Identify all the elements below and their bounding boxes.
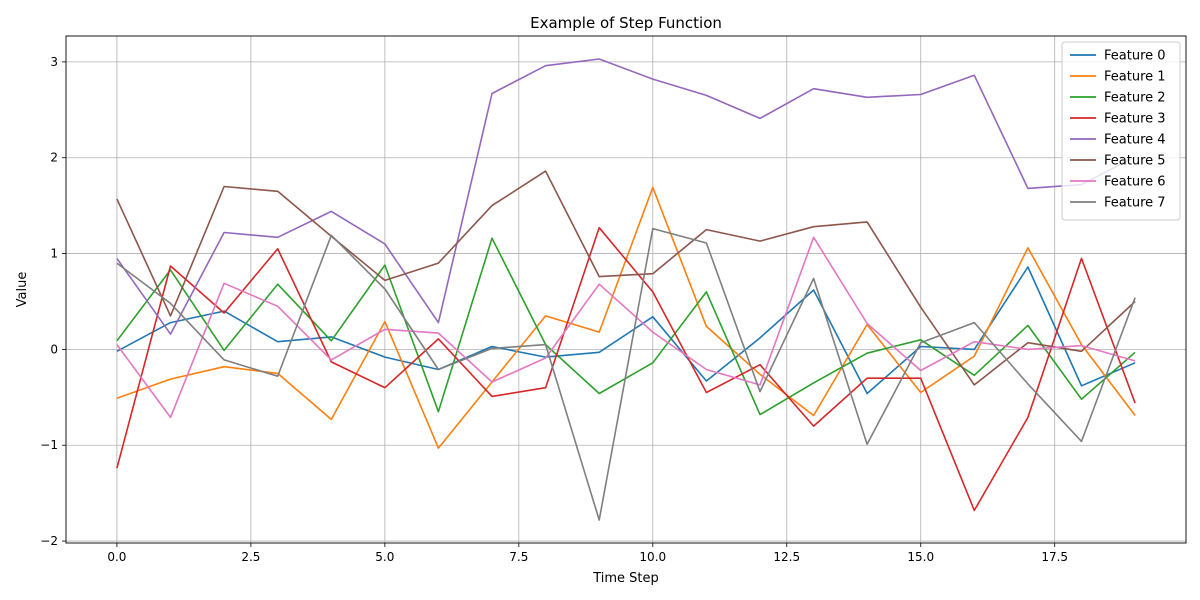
- x-tick-label: 17.5: [1041, 550, 1068, 564]
- legend-label: Feature 6: [1104, 175, 1166, 190]
- x-tick-label: 0.0: [107, 550, 126, 564]
- series-line-feature-3: [116, 226, 1136, 512]
- legend-label: Feature 2: [1104, 91, 1166, 106]
- plot-frame: [65, 35, 1187, 544]
- legend: Feature 0 Feature 1 Feature 2 Feature 3 Feat…: [1061, 41, 1181, 221]
- y-tick-label: 3: [50, 55, 58, 69]
- x-tick-label: 10.0: [639, 550, 666, 564]
- x-tick-label: 5.0: [375, 550, 394, 564]
- legend-label: Feature 4: [1104, 133, 1166, 148]
- legend-label: Feature 0: [1104, 49, 1166, 64]
- series-line-feature-7: [116, 227, 1136, 521]
- chart-title: Example of Step Function: [530, 14, 722, 32]
- series-lines: [116, 58, 1136, 521]
- y-tick-label: 0: [50, 342, 58, 356]
- series-line-feature-5: [116, 170, 1136, 386]
- ticks: 0.0 2.5 5.0 7.5 10.0 12.5 15.0 17.5 −2 −1 0 1 2 3: [40, 55, 1068, 564]
- x-tick-label: 15.0: [907, 550, 934, 564]
- x-axis-label: Time Step: [592, 571, 659, 586]
- series-line-feature-6: [116, 236, 1136, 419]
- x-tick-label: 7.5: [509, 550, 528, 564]
- series-line-feature-4: [116, 58, 1136, 335]
- y-tick-label: 2: [50, 151, 58, 165]
- series-line-feature-0: [116, 266, 1136, 395]
- legend-box: [1061, 41, 1181, 221]
- legend-label: Feature 1: [1104, 70, 1166, 85]
- y-tick-label: −2: [40, 534, 58, 548]
- x-tick-label: 12.5: [773, 550, 800, 564]
- x-tick-label: 2.5: [241, 550, 260, 564]
- y-tick-label: −1: [40, 438, 58, 452]
- grid: [66, 36, 1186, 543]
- legend-label: Feature 7: [1104, 196, 1166, 211]
- y-axis-label: Value: [15, 272, 30, 308]
- legend-label: Feature 5: [1104, 154, 1166, 169]
- legend-label: Feature 3: [1104, 112, 1166, 127]
- y-tick-label: 1: [50, 247, 58, 261]
